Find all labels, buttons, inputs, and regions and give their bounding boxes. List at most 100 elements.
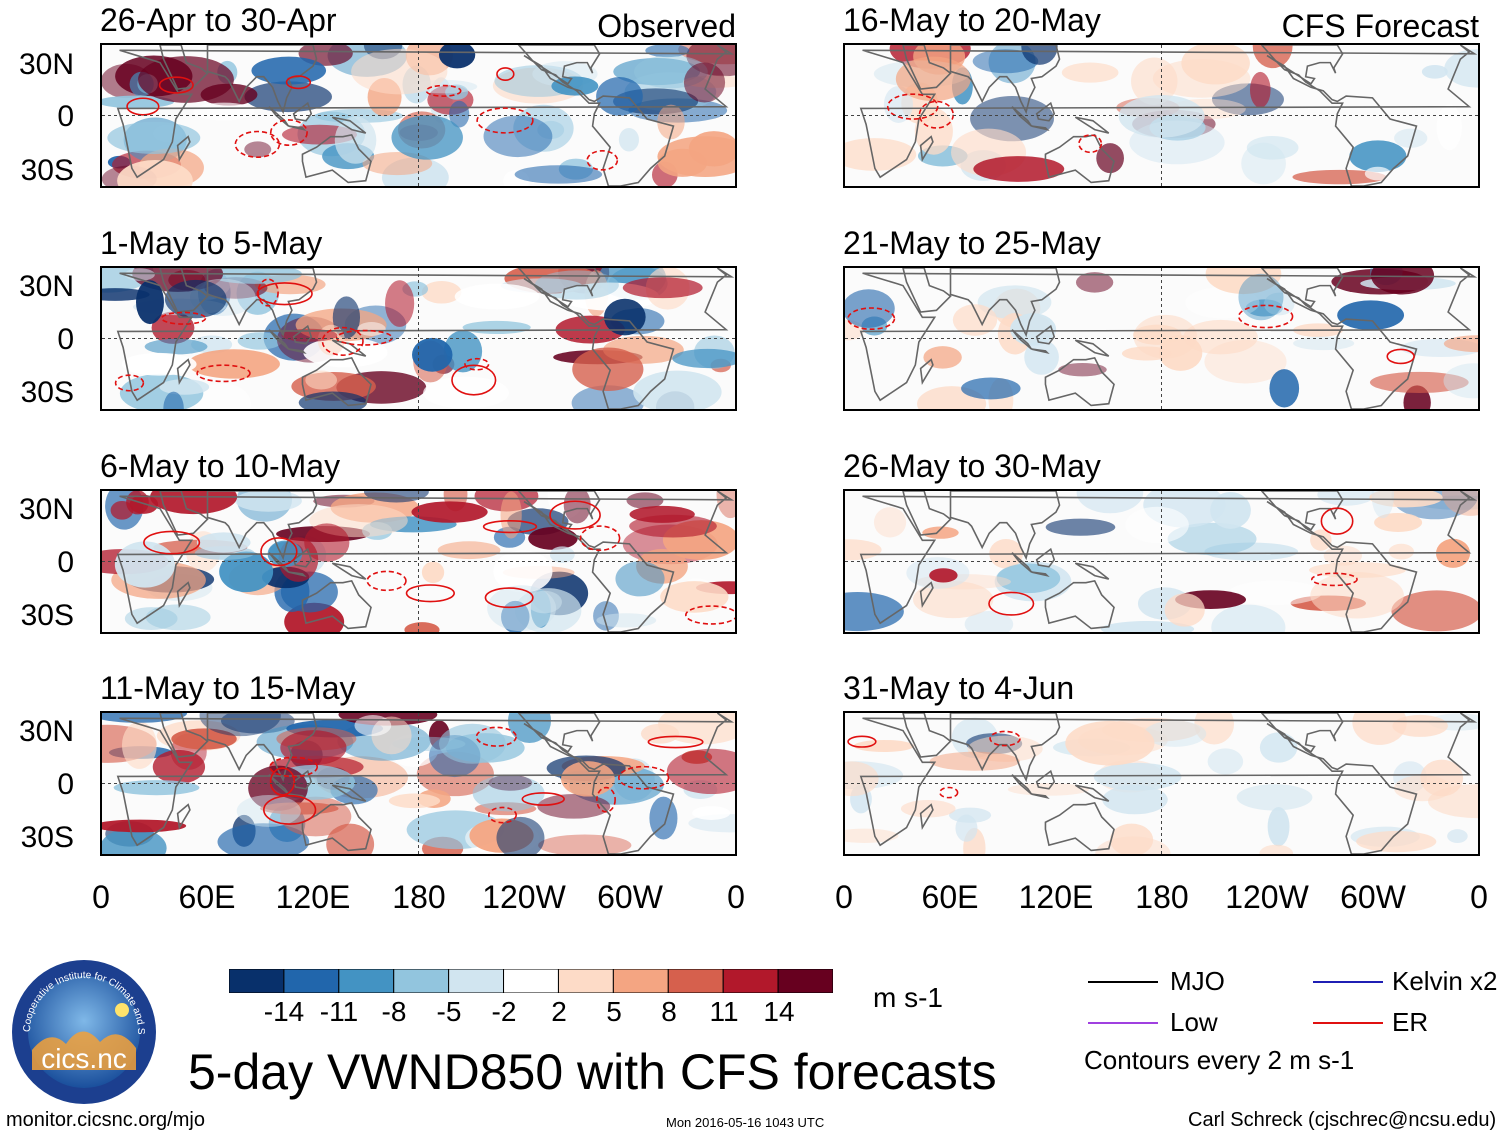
- anomaly-patch: [1292, 169, 1387, 185]
- anomaly-patch: [354, 715, 392, 737]
- anomaly-patch: [1125, 506, 1189, 544]
- er-contour: [685, 605, 735, 625]
- source-url[interactable]: monitor.cicsnc.org/mjo: [6, 1109, 205, 1131]
- anomaly-patch: [404, 622, 440, 632]
- er-contour: [366, 570, 407, 592]
- anomaly-patch: [514, 165, 603, 184]
- colorbar-swatch: [722, 968, 779, 994]
- anomaly-patch: [193, 102, 255, 121]
- coastline: [1031, 571, 1050, 577]
- coastline: [159, 713, 209, 758]
- coastline: [1035, 101, 1056, 122]
- anomaly-patch: [1443, 335, 1478, 353]
- er-contour: [579, 525, 621, 552]
- coastline: [949, 45, 1061, 115]
- anomaly-patch: [615, 561, 665, 597]
- anomaly-patch: [1259, 732, 1298, 763]
- coastline: [517, 268, 675, 409]
- legend-label-kelvin: Kelvin x2: [1392, 966, 1498, 996]
- anomaly-patch: [1308, 562, 1406, 578]
- anomaly-patch: [922, 526, 959, 539]
- coastline: [206, 491, 318, 561]
- anomaly-patch: [102, 819, 187, 833]
- anomaly-patch: [1236, 784, 1313, 811]
- coastline: [1035, 547, 1056, 568]
- coastline: [301, 801, 372, 852]
- anomaly-patch: [493, 550, 553, 593]
- er-contour: [158, 76, 194, 94]
- coastline: [902, 268, 952, 313]
- anomaly-patch: [537, 793, 611, 819]
- right-panel-3-title: 26-May to 30-May: [843, 448, 1101, 484]
- anomaly-patch: [845, 138, 917, 171]
- anomaly-patch: [260, 802, 339, 815]
- anomaly-patch: [657, 104, 685, 140]
- anomaly-patch: [1337, 300, 1405, 330]
- colorbar-label: -8: [381, 996, 407, 1027]
- anomaly-patch: [716, 491, 735, 519]
- anomaly-patch: [500, 491, 522, 539]
- right-panel-4-title: 31-May to 4-Jun: [843, 670, 1075, 706]
- anomaly-patch: [126, 491, 149, 515]
- er-contour: [260, 537, 298, 567]
- er-contour: [1311, 572, 1358, 587]
- colorbar-swatch: [557, 968, 614, 994]
- anomaly-patch: [196, 532, 251, 553]
- left-panel-4-title: 11-May to 15-May: [100, 670, 356, 706]
- anomaly-patch: [421, 561, 445, 584]
- coastline: [288, 571, 307, 577]
- er-contour: [988, 591, 1035, 616]
- anomaly-patch: [305, 370, 338, 390]
- anomaly-patch: [145, 604, 211, 631]
- anomaly-patch: [1185, 287, 1260, 319]
- er-contour: [160, 311, 207, 325]
- coastline: [949, 491, 1061, 561]
- anomaly-patch: [895, 56, 971, 102]
- lat-label-30n: 30N: [18, 715, 74, 748]
- anomaly-patch: [1249, 71, 1271, 108]
- lon-label: 120E: [1018, 879, 1094, 915]
- forecast-label: CFS Forecast: [1281, 8, 1479, 44]
- lon-label: 60E: [178, 879, 236, 915]
- legend-line-kelvin: [1313, 981, 1383, 983]
- er-contour: [586, 150, 619, 171]
- coastline: [859, 491, 1478, 625]
- anomaly-patch: [952, 304, 998, 336]
- er-contour: [321, 326, 364, 356]
- anomaly-patch: [672, 348, 735, 369]
- logo-emblem: Cooperative Institute for Climate and Sa…: [7, 950, 156, 1104]
- anomaly-patch: [1374, 512, 1423, 533]
- map-panel-right-3: [843, 489, 1480, 634]
- anomaly-patch: [571, 385, 645, 409]
- anomaly-patch: [1205, 268, 1282, 295]
- lon-label: 120W: [1225, 879, 1309, 915]
- coastline: [859, 713, 1478, 847]
- er-contour: [484, 587, 534, 609]
- anomaly-patch: [961, 377, 1021, 400]
- anomaly-patch: [972, 49, 1039, 74]
- coastline: [206, 713, 318, 783]
- coastline: [116, 491, 735, 625]
- lat-label-30n: 30N: [18, 48, 74, 81]
- colorbar-label: 5: [606, 996, 622, 1027]
- anomaly-patch: [1293, 336, 1355, 351]
- anomaly-patch: [912, 581, 994, 619]
- er-contour: [847, 307, 896, 331]
- coastline: [949, 268, 1061, 338]
- anomaly-patch: [164, 279, 227, 319]
- map-panel-left-1: [100, 43, 737, 188]
- anomaly-patch: [207, 268, 302, 284]
- legend-label-mjo: MJO: [1170, 966, 1225, 996]
- anomaly-patch: [955, 814, 978, 842]
- er-contour: [476, 107, 534, 134]
- anomaly-patch: [561, 761, 615, 797]
- anomaly-patch: [1228, 580, 1322, 606]
- map-canvas: [845, 45, 1478, 186]
- er-contour: [464, 357, 490, 371]
- er-contour: [989, 730, 1021, 747]
- anomaly-patch: [900, 800, 956, 818]
- anomaly-patch: [845, 828, 899, 843]
- colorbar-label: -2: [491, 996, 517, 1027]
- coastline: [919, 581, 934, 608]
- er-contour: [143, 530, 201, 555]
